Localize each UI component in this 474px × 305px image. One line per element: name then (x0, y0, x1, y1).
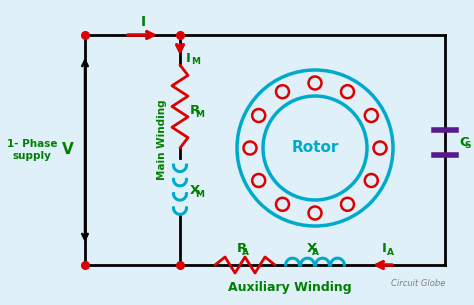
Text: I: I (140, 15, 146, 29)
Text: M: M (195, 110, 204, 119)
Text: Rotor: Rotor (292, 141, 339, 156)
Text: A: A (242, 248, 249, 257)
Text: Main Winding: Main Winding (157, 100, 167, 180)
Text: A: A (387, 248, 394, 257)
Text: I: I (186, 52, 191, 64)
Text: R: R (190, 105, 200, 117)
Text: S: S (464, 141, 471, 150)
Text: R: R (237, 242, 247, 256)
Text: Circuit Globe: Circuit Globe (391, 278, 445, 288)
Text: C: C (459, 135, 469, 149)
Text: V: V (62, 142, 74, 157)
Text: X: X (307, 242, 317, 256)
Text: X: X (190, 185, 200, 198)
Text: 1- Phase
supply: 1- Phase supply (7, 139, 57, 161)
Text: I: I (382, 242, 387, 256)
Text: M: M (195, 190, 204, 199)
Text: Auxiliary Winding: Auxiliary Winding (228, 281, 352, 293)
Text: A: A (312, 248, 319, 257)
Text: M: M (191, 57, 200, 66)
